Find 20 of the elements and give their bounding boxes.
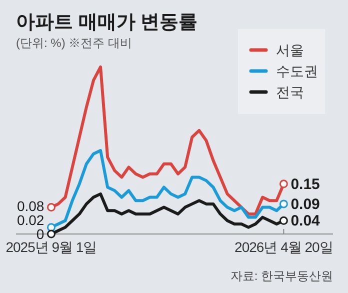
point [279, 216, 288, 225]
x-tick-label: 2025년 9월 1일 [6, 239, 97, 255]
legend-label: 서울 [276, 42, 304, 58]
x-tick-label: 2026년 4월 20일 [234, 239, 333, 255]
data-label: 0 [36, 226, 44, 242]
point [46, 230, 56, 238]
text: 자료: 한국부동산원 [230, 269, 333, 283]
chart-title: 아파트 매매가 변동률 [16, 12, 198, 33]
point [279, 200, 288, 208]
data-label: 0.04 [290, 212, 321, 230]
data-label: 0.08 [16, 198, 44, 214]
point [46, 203, 56, 212]
point [46, 223, 56, 232]
data-label: 0.09 [290, 196, 320, 213]
point [279, 180, 288, 188]
data-label: 0.02 [16, 212, 44, 228]
legend-label: 전국 [276, 84, 304, 100]
legend-label: 수도권 [276, 63, 318, 79]
data-label: 0.15 [290, 176, 320, 193]
chart-subtitle: (단위: %) ※전주 대비 [16, 36, 132, 50]
